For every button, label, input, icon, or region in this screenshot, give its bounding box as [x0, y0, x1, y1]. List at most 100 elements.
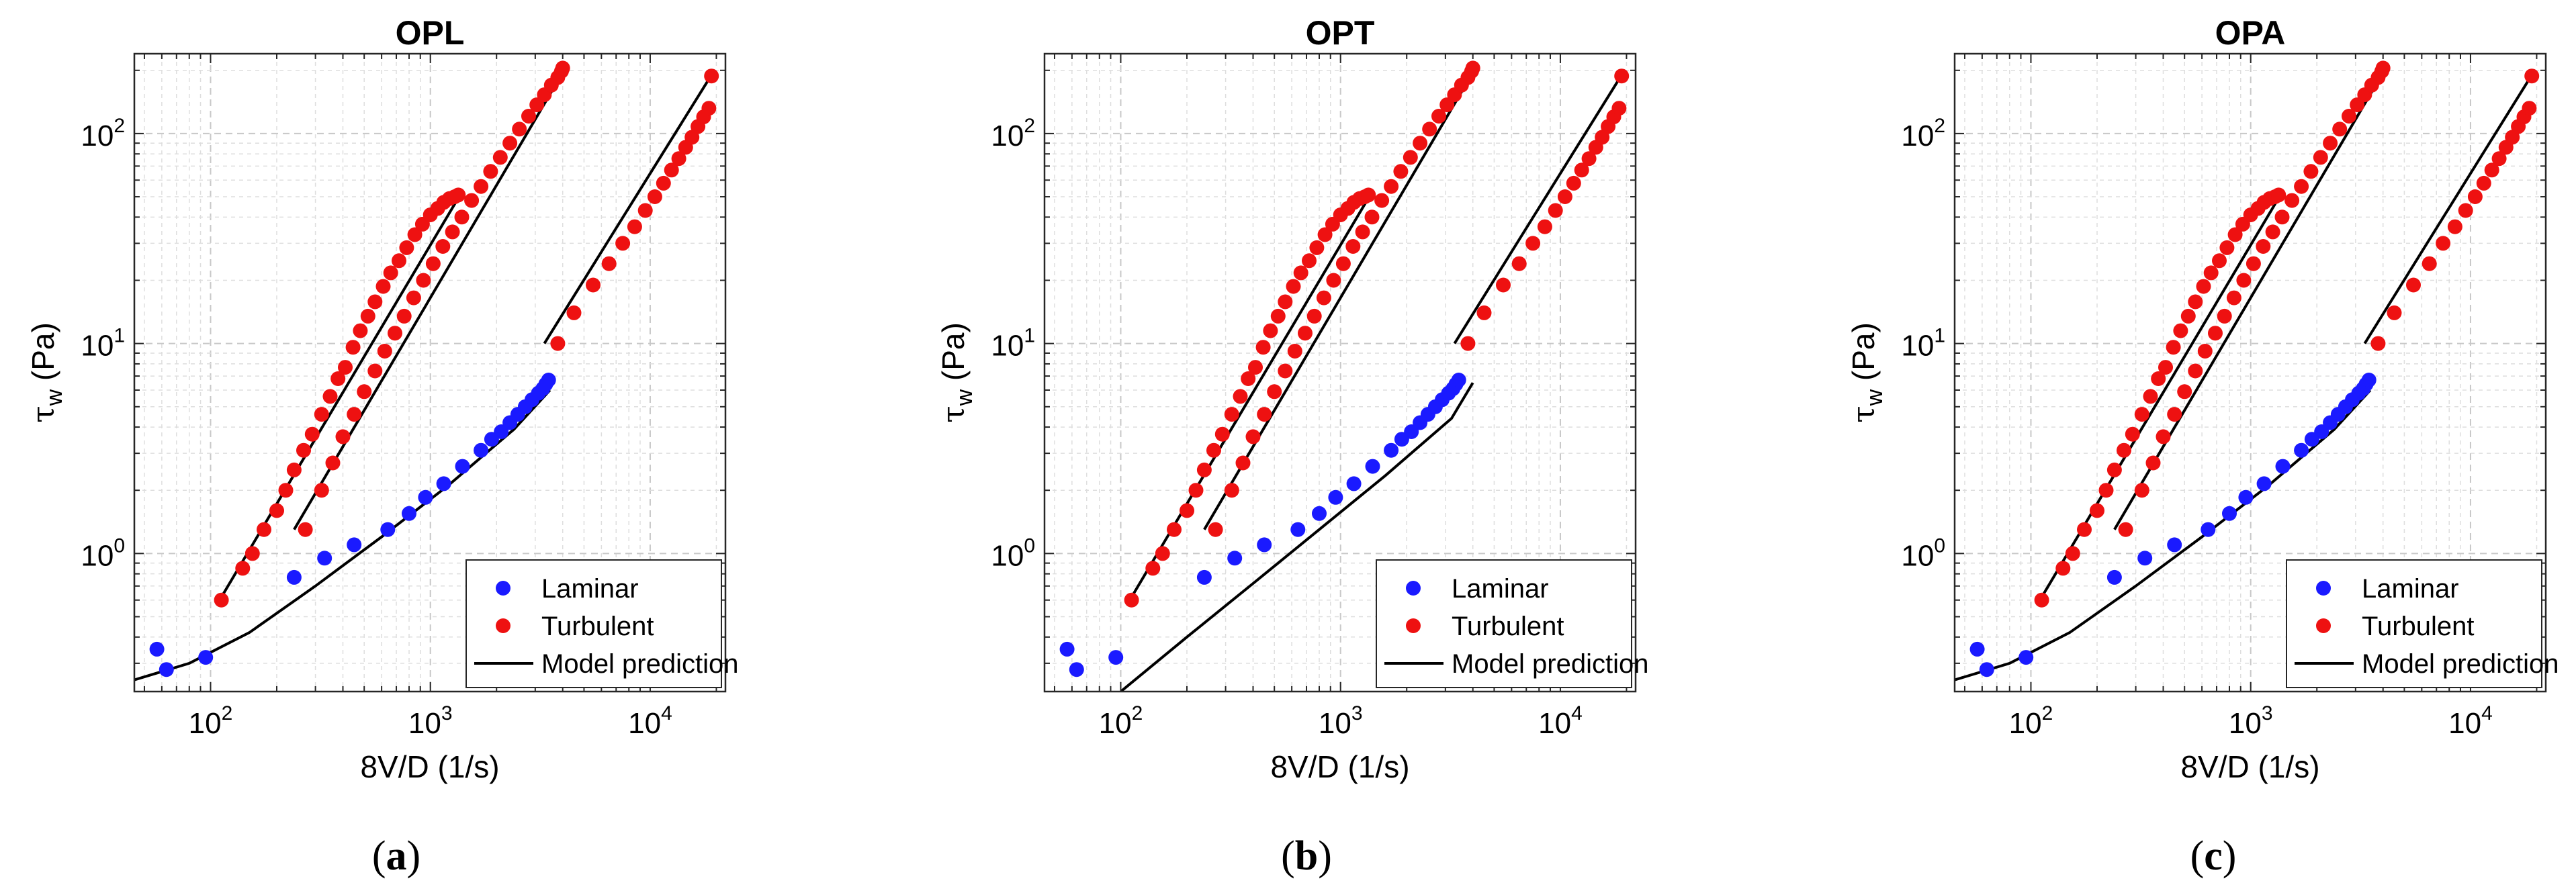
turbulent-point — [2284, 193, 2300, 208]
turbulent-point — [1557, 189, 1572, 204]
panel-title: OPA — [2215, 14, 2286, 52]
turbulent-point — [2077, 522, 2092, 537]
model-prediction-line — [1453, 74, 1623, 344]
turbulent-point — [2125, 426, 2140, 442]
laminar-point — [2275, 459, 2291, 474]
turbulent-point — [335, 429, 351, 444]
turbulent-point — [2458, 203, 2473, 218]
laminar-point — [2167, 537, 2182, 553]
turbulent-point — [2134, 407, 2149, 422]
laminar-point — [1227, 551, 1243, 566]
turbulent-point — [2265, 224, 2280, 240]
laminar-point — [347, 537, 362, 553]
grid — [1045, 54, 1636, 692]
tick-base: 10 — [1319, 707, 1351, 740]
turbulent-point — [435, 239, 451, 254]
turbulent-point — [2098, 483, 2114, 498]
tick-exponent: 2 — [114, 115, 125, 137]
turbulent-point — [2134, 483, 2149, 498]
laminar-point — [149, 641, 165, 657]
turbulent-point — [1306, 308, 1322, 324]
turbulent-point — [2090, 503, 2104, 518]
turbulent-point — [1422, 122, 1437, 137]
turbulent-point — [704, 68, 719, 84]
turbulent-point — [1167, 522, 1182, 537]
plot-marks — [134, 60, 719, 681]
y-axis-label: τw (Pa) — [25, 322, 67, 423]
x-axis-label: 8V/D (1/s) — [360, 749, 499, 784]
laminar-point — [2018, 650, 2034, 665]
tick-exponent: 2 — [1024, 115, 1035, 137]
turbulent-point — [2370, 336, 2386, 351]
tick-base: 10 — [991, 120, 1024, 152]
laminar-point — [2238, 489, 2254, 505]
turbulent-point — [1235, 455, 1251, 471]
y-axis-label: τw (Pa) — [935, 322, 977, 423]
x-axis-label: 8V/D (1/s) — [1270, 749, 1409, 784]
ylabel-symbol: τ — [25, 406, 61, 422]
turbulent-point — [2143, 389, 2158, 404]
laminar-point — [2222, 506, 2237, 521]
y-axis-label: τw (Pa) — [1845, 322, 1887, 423]
x-tick-label: 103 — [408, 702, 453, 740]
turbulent-point — [2406, 277, 2421, 293]
turbulent-point — [647, 189, 662, 204]
tick-exponent: 0 — [1024, 534, 1035, 557]
tick-base: 10 — [2229, 707, 2262, 740]
laminar-point — [1384, 442, 1399, 458]
tick-exponent: 1 — [114, 325, 125, 347]
turbulent-point — [406, 290, 421, 305]
turbulent-point — [367, 294, 383, 310]
turbulent-point — [2117, 442, 2131, 458]
turbulent-point — [483, 164, 498, 179]
turbulent-point — [296, 442, 311, 458]
legend-marker-turbulent — [496, 618, 510, 633]
turbulent-point — [2524, 68, 2540, 84]
laminar-point — [418, 489, 433, 505]
tick-base: 10 — [81, 330, 114, 363]
turbulent-point — [2167, 407, 2182, 422]
turbulent-point — [314, 483, 329, 498]
x-tick-label: 104 — [2448, 702, 2493, 740]
turbulent-point — [656, 175, 671, 191]
turbulent-point — [2158, 360, 2173, 375]
caption-letter: b — [1295, 833, 1318, 879]
laminar-point — [436, 476, 451, 491]
turbulent-point — [1206, 442, 1221, 458]
turbulent-point — [1439, 97, 1455, 113]
tick-marks — [1045, 54, 1636, 692]
turbulent-point — [1566, 175, 1581, 191]
turbulent-point — [360, 308, 375, 324]
laminar-point — [2256, 476, 2272, 491]
turbulent-point — [286, 462, 302, 477]
tick-exponent: 0 — [114, 534, 125, 557]
x-tick-label: 102 — [2009, 702, 2053, 740]
turbulent-point — [1270, 308, 1286, 324]
laminar-point — [380, 522, 396, 537]
turbulent-point — [1241, 371, 1256, 386]
laminar-point — [1108, 650, 1124, 665]
turbulent-point — [1302, 253, 1317, 269]
turbulent-point — [1278, 294, 1293, 310]
turbulent-point — [1537, 219, 1552, 234]
turbulent-point — [474, 179, 489, 194]
laminar-point — [1257, 537, 1272, 553]
model-prediction-line — [293, 72, 564, 530]
turbulent-point — [353, 323, 368, 338]
turbulent-point — [416, 273, 431, 288]
laminar-point — [1059, 641, 1075, 657]
turbulent-point — [1431, 109, 1446, 124]
turbulent-point — [347, 407, 362, 422]
turbulent-point — [2436, 236, 2451, 251]
turbulent-point — [502, 136, 518, 151]
panel-caption: (c) — [2190, 833, 2237, 879]
turbulent-point — [2219, 240, 2235, 255]
turbulent-point — [407, 227, 423, 242]
laminar-point — [198, 650, 214, 665]
laminar-point — [1365, 459, 1380, 474]
legend: Laminar Turbulent Model prediction — [2286, 559, 2559, 688]
turbulent-point — [235, 561, 251, 576]
turbulent-point — [245, 546, 260, 561]
turbulent-point — [2271, 187, 2286, 203]
